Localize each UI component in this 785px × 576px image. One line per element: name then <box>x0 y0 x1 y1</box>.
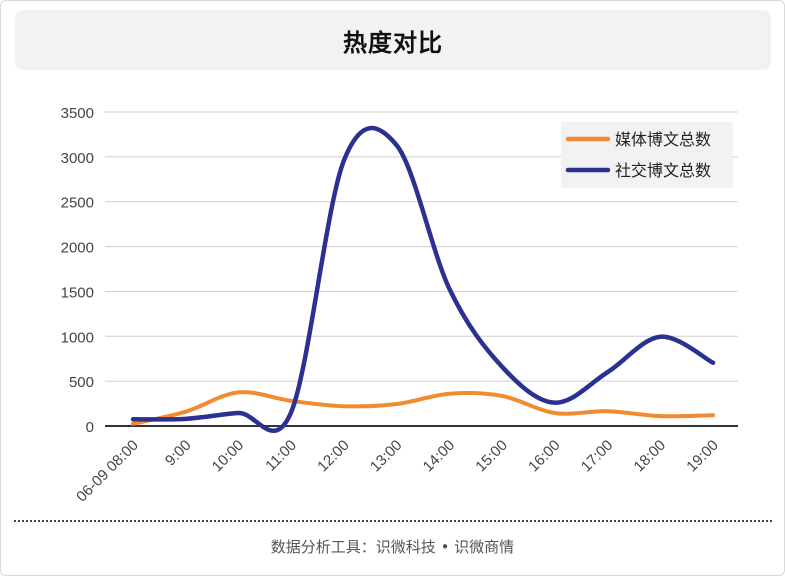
series-lines <box>130 125 716 433</box>
x-tick-label: 16:00 <box>525 437 564 476</box>
footer-divider <box>14 520 772 522</box>
y-tick-label: 1000 <box>61 329 94 346</box>
title-bar: 热度对比 <box>15 10 771 70</box>
social-series-line <box>130 125 716 433</box>
x-tick-label: 19:00 <box>683 437 722 476</box>
chart-title: 热度对比 <box>343 28 443 57</box>
x-tick-label: 13:00 <box>367 437 406 476</box>
x-tick-label: 15:00 <box>472 437 511 476</box>
x-tick-label: 18:00 <box>631 437 670 476</box>
y-tick-label: 0 <box>86 419 94 436</box>
y-tick-label: 2000 <box>61 240 94 257</box>
x-tick-label: 10:00 <box>209 437 248 476</box>
gridlines <box>105 111 738 427</box>
y-tick-label: 500 <box>69 374 94 391</box>
legend-label[interactable]: 社交博文总数 <box>615 161 711 180</box>
x-tick-label: 11:00 <box>262 437 300 475</box>
y-tick-label: 3000 <box>61 150 94 167</box>
x-tick-label: 9:00 <box>162 437 195 470</box>
x-tick-label: 14:00 <box>420 437 459 476</box>
y-axis-ticks: 0 500 1000 1500 2000 2500 3000 3500 <box>61 105 94 436</box>
footer-credit: 数据分析工具：识微科技 • 识微商情 <box>270 538 515 556</box>
media-series-line <box>131 390 716 426</box>
legend-box <box>561 122 733 188</box>
x-axis-ticks: 06-09 08:00 9:00 10:00 11:00 12:00 13:00 14:00… <box>73 437 722 506</box>
y-tick-label: 1500 <box>61 284 94 301</box>
legend-label[interactable]: 媒体博文总数 <box>615 130 711 149</box>
y-tick-label: 3500 <box>61 105 94 122</box>
x-tick-label: 17:00 <box>578 437 617 476</box>
y-tick-label: 2500 <box>61 195 94 212</box>
x-tick-label: 12:00 <box>314 437 353 476</box>
x-tick-label: 06-09 08:00 <box>73 437 142 506</box>
